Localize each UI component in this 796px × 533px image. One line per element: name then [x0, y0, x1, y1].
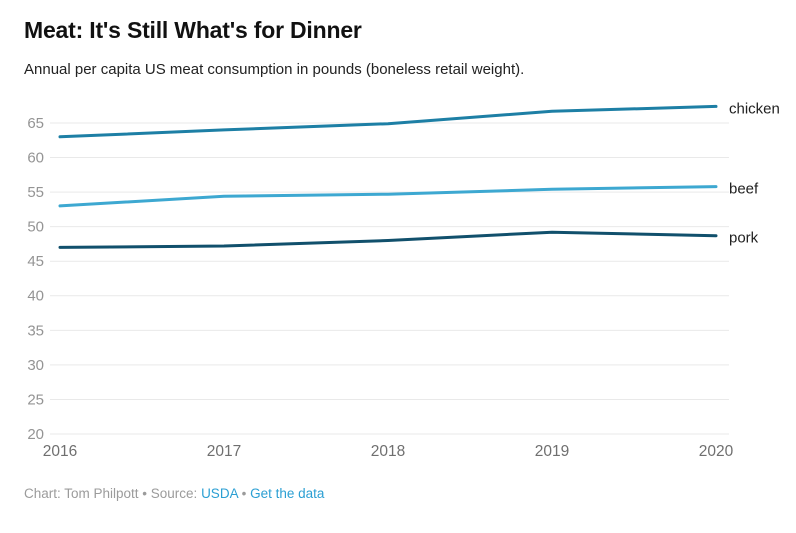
- y-tick-label-35: 35: [27, 322, 44, 339]
- get-the-data-link[interactable]: Get the data: [250, 486, 325, 501]
- series-label-chicken: chicken: [729, 100, 780, 117]
- footer-byline-text: Chart: Tom Philpott • Source:: [24, 486, 202, 501]
- series-line-pork: [58, 230, 718, 249]
- y-tick-label-60: 60: [27, 150, 44, 167]
- y-tick-label-65: 65: [27, 115, 44, 132]
- y-tick-label-45: 45: [27, 253, 44, 270]
- y-tick-label-55: 55: [27, 184, 44, 201]
- y-tick-label-30: 30: [27, 357, 44, 374]
- chart-subtitle: Annual per capita US meat consumption in…: [24, 61, 525, 78]
- y-tick-label-50: 50: [27, 219, 44, 236]
- chart-footer: Chart: Tom Philpott • Source: USDA • Get…: [24, 486, 324, 501]
- series-label-beef: beef: [729, 181, 759, 198]
- series-line-beef: [58, 185, 718, 208]
- x-tick-label-2020: 2020: [699, 443, 734, 460]
- x-tick-label-2016: 2016: [43, 443, 77, 460]
- series-label-pork: pork: [729, 230, 759, 247]
- y-tick-label-25: 25: [27, 391, 44, 408]
- footer-separator: •: [237, 486, 251, 501]
- x-tick-label-2017: 2017: [207, 443, 241, 460]
- y-tick-label-20: 20: [27, 426, 44, 443]
- x-tick-label-2019: 2019: [535, 443, 569, 460]
- source-usda-link[interactable]: USDA: [201, 486, 238, 501]
- series-line-chicken: [58, 104, 718, 139]
- y-tick-label-40: 40: [27, 288, 44, 305]
- x-tick-label-2018: 2018: [371, 443, 405, 460]
- chart-title: Meat: It's Still What's for Dinner: [24, 17, 362, 43]
